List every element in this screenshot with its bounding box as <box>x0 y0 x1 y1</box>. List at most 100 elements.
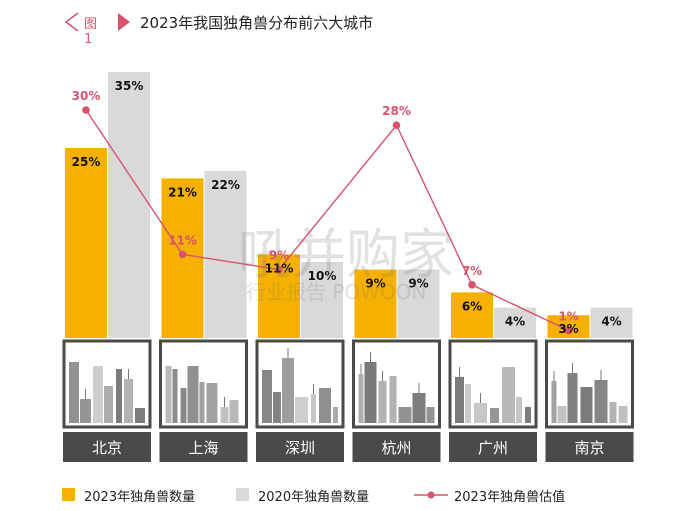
label-2020-2: 10% <box>308 269 337 283</box>
bar-2020-4 <box>494 307 536 338</box>
bar-2023-4 <box>451 292 493 338</box>
skyline-icon <box>262 348 338 423</box>
building <box>104 386 113 423</box>
valuation-point-5 <box>564 326 573 335</box>
label-2020-3: 9% <box>408 277 428 291</box>
legend-swatch <box>236 488 249 501</box>
building <box>165 366 172 423</box>
skyline-layer <box>62 339 634 429</box>
legend-label: 2023年独角兽估值 <box>454 490 566 505</box>
building <box>364 362 377 423</box>
city-label-box-0 <box>63 432 151 462</box>
building <box>567 373 578 423</box>
valuation-line <box>85 109 569 332</box>
label-valuation-4: 7% <box>462 264 482 278</box>
label-valuation-2: 9% <box>269 249 289 263</box>
building <box>398 407 412 423</box>
building <box>594 380 608 423</box>
building <box>412 393 426 423</box>
building <box>180 388 187 423</box>
city-label-box-5 <box>545 432 634 462</box>
bar-2020-0 <box>108 72 150 338</box>
building <box>262 370 272 423</box>
city-labels-layer: 北京 上海 深圳 杭州 广州 南京 <box>63 432 634 462</box>
chart-area: 北京 上海 深圳 杭州 广州 南京 25% 35% 21% 22% 11% 10% 9% 9% 6% 4% 3… <box>62 72 634 462</box>
valuation-point-0 <box>82 106 90 114</box>
building <box>135 408 145 423</box>
city-label-box-1 <box>159 432 248 462</box>
building <box>580 387 593 423</box>
building <box>551 381 557 423</box>
legend-label: 2020年独角兽数量 <box>258 490 370 505</box>
building <box>516 397 522 423</box>
building <box>465 384 471 423</box>
building <box>172 369 178 423</box>
bar-2023-0 <box>65 148 107 338</box>
legend: 2023年独角兽数量 2020年独角兽数量 2023年独角兽估值 <box>0 480 687 510</box>
city-label-0: 北京 <box>92 439 122 457</box>
city-label-box-2 <box>256 432 344 462</box>
building <box>389 376 397 423</box>
bar-2020-3 <box>397 269 440 338</box>
skyline-icon <box>455 367 531 423</box>
label-2020-1: 22% <box>211 178 240 192</box>
bar-2020-1 <box>204 170 247 338</box>
city-label-2: 深圳 <box>285 439 315 457</box>
building <box>426 407 435 423</box>
building <box>273 392 281 423</box>
building <box>187 366 199 423</box>
bar-2023-3 <box>354 269 397 338</box>
label-2023-1: 21% <box>168 185 197 199</box>
figure-label: 图1 <box>84 17 98 47</box>
building <box>358 374 364 423</box>
building <box>282 358 294 423</box>
building <box>455 377 464 423</box>
building <box>80 399 91 423</box>
valuation-point-1 <box>178 250 187 259</box>
building <box>618 406 628 423</box>
building <box>295 397 308 423</box>
valuation-line-layer <box>82 106 573 335</box>
building <box>319 388 331 423</box>
building <box>229 400 239 423</box>
building <box>557 406 567 423</box>
city-label-4: 广州 <box>478 439 508 457</box>
skyline-icon <box>165 366 239 423</box>
building <box>609 402 617 423</box>
label-2023-4: 6% <box>462 299 482 313</box>
label-2023-3: 9% <box>365 277 385 291</box>
figure-arrow-icons <box>64 12 130 32</box>
building <box>502 367 515 423</box>
building <box>378 381 387 423</box>
chart-header: 图1 2023年我国独角兽分布前六大城市 <box>0 0 687 47</box>
bar-2020-2 <box>301 262 343 338</box>
legend-swatch <box>62 488 75 501</box>
label-valuation-5: 1% <box>558 309 578 323</box>
label-2023-5: 3% <box>558 322 578 336</box>
skyline-icon <box>358 352 435 423</box>
valuation-point-3 <box>392 121 401 129</box>
chart-title: 2023年我国独角兽分布前六大城市 <box>140 14 374 32</box>
bar-2023-1 <box>161 178 204 338</box>
legend-line-marker <box>414 491 448 499</box>
label-valuation-0: 30% <box>72 89 101 103</box>
building <box>199 382 205 423</box>
label-valuation-1: 11% <box>168 233 197 247</box>
valuation-point-2 <box>275 265 283 274</box>
skyline-icon <box>551 363 628 423</box>
building <box>206 383 218 423</box>
building <box>220 407 229 423</box>
label-2020-5: 4% <box>601 315 621 329</box>
bars-layer <box>65 72 633 338</box>
city-label-3: 杭州 <box>381 439 411 457</box>
city-label-box-3 <box>352 432 441 462</box>
legend-label: 2023年独角兽数量 <box>84 490 196 505</box>
building <box>474 403 487 423</box>
city-label-1: 上海 <box>188 439 218 457</box>
valuation-point-4 <box>468 281 476 289</box>
label-2023-2: 11% <box>265 261 294 275</box>
skyline-icon <box>69 362 145 423</box>
label-2020-4: 4% <box>505 315 525 329</box>
building <box>93 366 103 423</box>
building <box>311 394 316 423</box>
